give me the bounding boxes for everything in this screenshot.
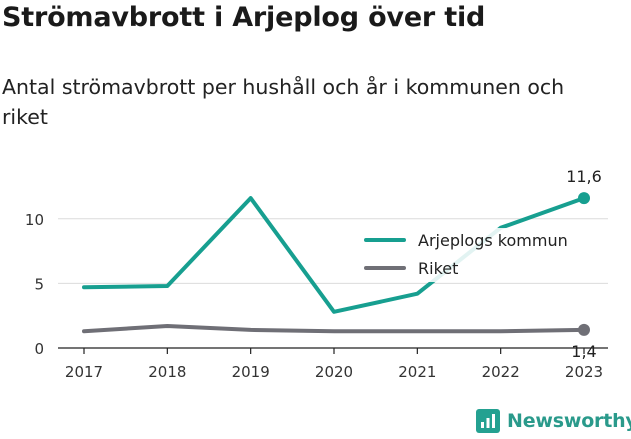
y-tick-label: 5: [34, 275, 44, 293]
data-label: 1,4: [571, 342, 596, 361]
line-chart: 0 5 10 2017 2018 2019 2020 2021 2022 2023 11,6 1,4 A…: [25, 167, 608, 381]
series-end-point-riket: [578, 323, 590, 336]
legend-label: Arjeplogs kommun: [418, 231, 568, 250]
newsworthy-logo-icon: [476, 409, 500, 433]
y-tick-label: 0: [34, 340, 44, 358]
x-tick-label: 2019: [232, 363, 270, 381]
newsworthy-logo-text: Newsworthy: [507, 410, 631, 432]
chart-title: Strömavbrott i Arjeplog över tid: [2, 2, 486, 33]
legend-background: [358, 228, 594, 282]
legend-label: Riket: [418, 259, 458, 278]
y-tick-label: 10: [25, 211, 44, 229]
series-line-riket: [82, 324, 586, 334]
chart-subtitle: Antal strömavbrott per hushåll och år i …: [2, 75, 565, 129]
series-end-point-arjeplogs-kommun: [578, 192, 590, 205]
x-tick-label: 2017: [65, 363, 103, 381]
x-tick-label: 2020: [315, 363, 353, 381]
data-label: 11,6: [566, 167, 602, 186]
x-tick-label: 2021: [398, 363, 436, 381]
x-tick-label: 2023: [565, 363, 603, 381]
x-tick-label: 2022: [482, 363, 520, 381]
newsworthy-logo[interactable]: Newsworthy: [476, 409, 631, 433]
series-line-arjeplogs-kommun: [82, 196, 586, 314]
x-tick-label: 2018: [148, 363, 186, 381]
